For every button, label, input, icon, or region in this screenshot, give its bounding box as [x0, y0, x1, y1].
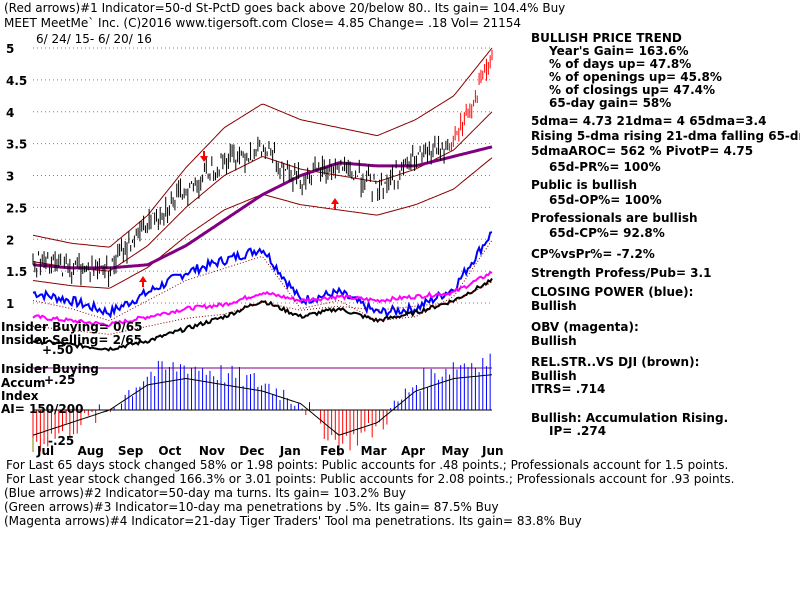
x-tick-label: Oct [158, 444, 181, 458]
ma21-line [32, 111, 493, 272]
buy-arrow [331, 198, 339, 209]
price-gridlines [33, 47, 492, 304]
public-status: Public is bullish [531, 178, 638, 192]
y-tick-label: 2.5 [6, 201, 27, 215]
x-tick-label: Jan [279, 444, 301, 458]
footer-line-magenta-arrows: (Magenta arrows)#4 Indicator=21-day Tige… [4, 514, 582, 528]
closing-power-label: CLOSING POWER (blue): [531, 285, 694, 299]
closing-power-line [32, 231, 493, 319]
sidebar-stat: 65-day gain= 58% [549, 96, 672, 110]
ai-label: AI= 150/200 [1, 402, 84, 416]
dma-values: 5dma= 4.73 21dma= 4 65dma=3.4 [531, 114, 767, 128]
relstr-label: REL.STR..VS DJI (brown): [531, 355, 700, 369]
op-value: 65d-OP%= 100% [549, 193, 662, 207]
accum-ma-line [32, 374, 493, 436]
x-tick-label: Mar [361, 444, 387, 458]
insider-buying-label: Insider Buying [1, 362, 99, 376]
sell-arrow [200, 151, 208, 162]
header-indicator-line: (Red arrows)#1 Indicator=50-d St-PctD go… [4, 1, 566, 15]
sidebar-stat: % of days up= 47.8% [549, 57, 692, 71]
y-tick-label: 1.5 [6, 265, 27, 279]
y-tick-label: 4 [6, 106, 14, 120]
x-tick-label: Jul [36, 444, 54, 458]
header-ticker-line: MEET MeetMe` Inc. (C)2016 www.tigersoft.… [4, 16, 522, 30]
y-tick-label: 1 [6, 297, 14, 311]
y-tick-label: 3 [6, 170, 14, 184]
footer-line-blue-arrows: (Blue arrows)#2 Indicator=50-day ma turn… [4, 486, 406, 500]
sidebar-stat: % of openings up= 45.8% [549, 70, 722, 84]
sidebar-stat: % of closings up= 47.4% [549, 83, 716, 97]
x-tick-label: Sep [118, 444, 144, 458]
pros-status: Professionals are bullish [531, 211, 698, 225]
upper-band-line [32, 47, 493, 248]
x-tick-label: Aug [77, 444, 103, 458]
obv-label: OBV (magenta): [531, 320, 639, 334]
sidebar-title: BULLISH PRICE TREND [531, 31, 682, 45]
index-label: Index [1, 389, 39, 403]
y-tick-label: 5 [6, 42, 14, 56]
itrs-value: ITRS= .714 [531, 382, 606, 396]
price-lines [32, 47, 493, 289]
sidebar-stat: Year's Gain= 163.6% [549, 44, 689, 58]
obv-status: Bullish [531, 334, 577, 348]
relstr-status: Bullish [531, 369, 577, 383]
date-range: 6/ 24/ 15- 6/ 20/ 16 [36, 32, 152, 46]
y-tick-label: 4.5 [6, 74, 27, 88]
obv-line [32, 270, 493, 328]
insider-selling: Insider Selling= 2/65 [1, 333, 143, 347]
footer-line-green-arrows: (Green arrows)#3 Indicator=10-day ma pen… [4, 500, 499, 514]
cp-vs-pr: CP%vsPr%= -7.2% [531, 247, 655, 261]
strength-ratio: Strength Profess/Pub= 3.1 [531, 266, 712, 280]
minus25-label: -.25 [48, 434, 75, 448]
x-tick-label: Nov [199, 444, 225, 458]
y-axis-ticks: 5 4.5 4 3.5 3 2.5 2 1.5 1 [6, 42, 27, 311]
dma-trend: Rising 5-dma rising 21-dma falling 65-dm… [531, 129, 800, 143]
accum-status: Bullish: Accumulation Rising. [531, 411, 729, 425]
aroc-pivot: 5dmaAROC= 562 % PivotP= 4.75 [531, 144, 754, 158]
x-tick-label: Dec [239, 444, 264, 458]
plus50-label: +.50 [42, 343, 74, 357]
footer-line-year: For Last year stock changed 166.3% or 3.… [6, 472, 735, 486]
relative-strength-line [32, 277, 493, 352]
x-tick-label: Jun [481, 444, 504, 458]
plus25-label: +.25 [44, 373, 76, 387]
signal-arrows [139, 151, 339, 287]
buy-arrow [139, 276, 147, 287]
insider-buying-top: Insider Buying= 0/65 [1, 320, 143, 334]
x-tick-label: Feb [320, 444, 345, 458]
accumulation-histogram [32, 353, 493, 457]
x-tick-label: May [442, 444, 470, 458]
price-bars [32, 50, 493, 288]
ma65-line [32, 145, 493, 270]
closing-power-status: Bullish [531, 299, 577, 313]
accum-label: Accum [1, 376, 46, 390]
x-axis-ticks: Jul Aug Sep Oct Nov Dec Jan Feb Mar Apr May Jun [32, 438, 504, 458]
footer-line-65day: For Last 65 days stock changed 58% or 1.… [6, 458, 729, 472]
y-tick-label: 3.5 [6, 138, 27, 152]
ip-value: IP= .274 [549, 424, 607, 438]
pr-value: 65d-PR%= 100% [549, 160, 661, 174]
y-tick-label: 2 [6, 233, 14, 247]
cp-value: 65d-CP%= 92.8% [549, 226, 665, 240]
indicator-panel [32, 231, 493, 352]
x-tick-label: Apr [401, 444, 425, 458]
